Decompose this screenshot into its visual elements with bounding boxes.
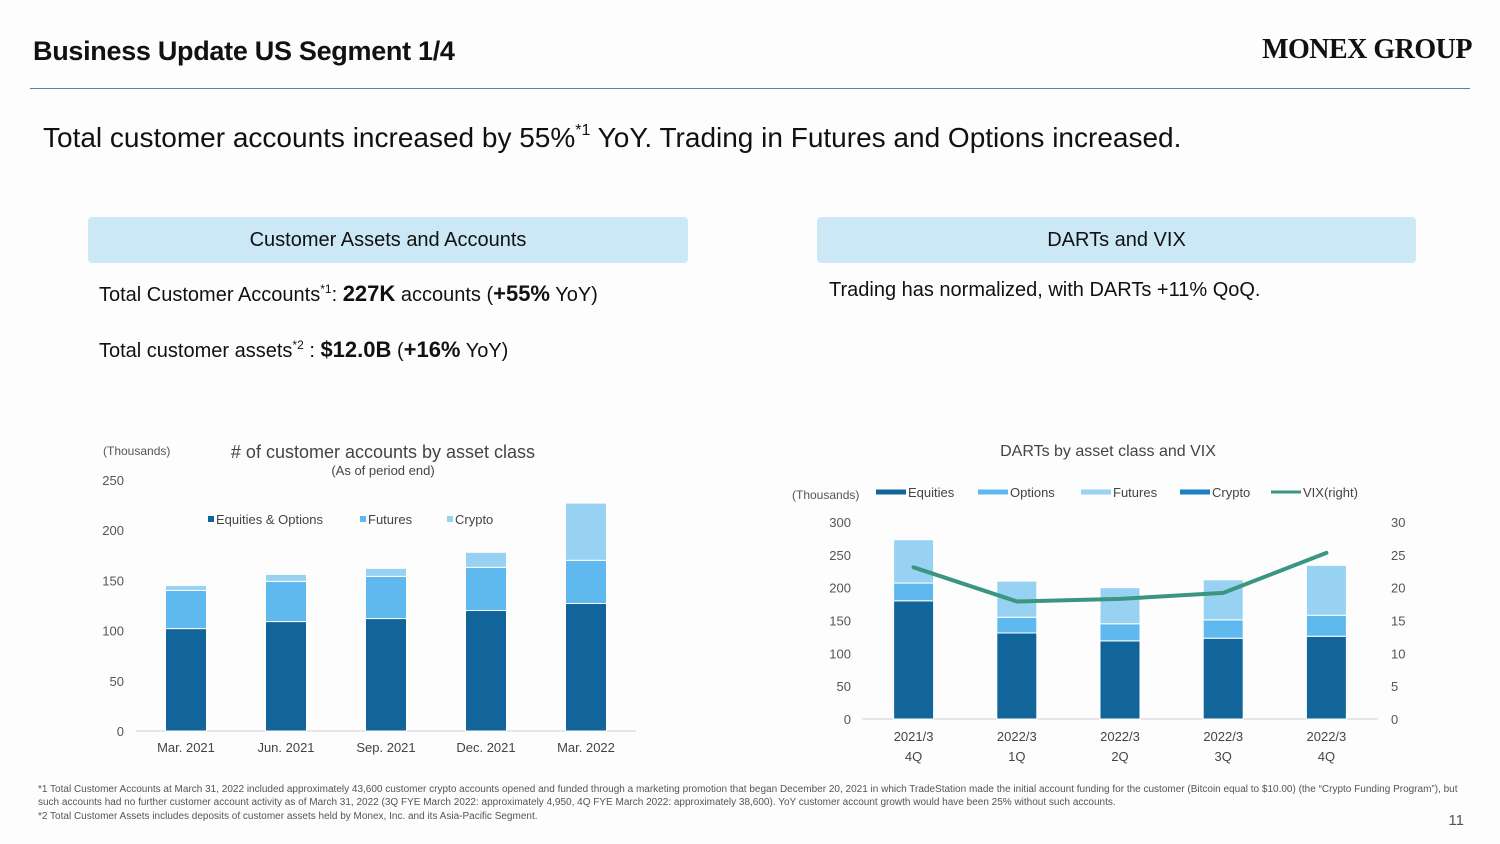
stat-value: $12.0B [320, 337, 392, 362]
bar-segment [165, 628, 207, 732]
separator: : [331, 284, 343, 306]
bar-segment [165, 589, 207, 630]
legend-label: Crypto [455, 512, 493, 527]
stat-change: +55% [493, 281, 550, 306]
stat-label: Total customer assets [99, 340, 293, 362]
y-tick-label: 200 [102, 523, 124, 538]
section-header-darts-vix: DARTs and VIX [817, 217, 1416, 263]
separator: : [303, 340, 321, 362]
stat-label: Total Customer Accounts [99, 284, 321, 306]
bar-segment [365, 567, 407, 577]
bar-segment [465, 551, 507, 568]
x-tick-label: Sep. 2021 [356, 740, 415, 755]
headline: Total customer accounts increased by 55%… [43, 122, 1181, 154]
footnote-ref: *2 [292, 338, 304, 352]
stat-value: 227K [342, 281, 396, 306]
bar-segment [365, 618, 407, 732]
bar-segment [465, 566, 507, 612]
bar-segment [265, 621, 307, 732]
stat-change: +16% [403, 337, 461, 362]
bar-segment [265, 580, 307, 623]
section-header-customer-assets: Customer Assets and Accounts [88, 217, 688, 263]
bar-segment [565, 602, 607, 732]
darts-stat: Trading has normalized, with DARTs +11% … [829, 279, 1261, 301]
header-divider [30, 88, 1470, 89]
company-logo: MONEX GROUP [1262, 34, 1472, 65]
headline-text-tail: YoY. Trading in Futures and Options incr… [590, 122, 1182, 153]
y-tick-label: 250 [102, 473, 124, 488]
legend-swatch [208, 516, 214, 522]
legend-swatch [447, 516, 453, 522]
headline-text: Total customer accounts increased by 55% [43, 122, 576, 153]
legend-label: Equities & Options [216, 512, 323, 527]
legend-label: Futures [368, 512, 413, 527]
bar-segment [265, 573, 307, 582]
bar-segment [565, 502, 607, 561]
stat-text: YoY) [460, 340, 509, 362]
y-tick-label: 0 [117, 724, 124, 739]
bar-segment [165, 584, 207, 591]
stat-text: YoY) [550, 284, 598, 306]
bar-segment [365, 575, 407, 620]
footnote-ref: *1 [575, 122, 591, 139]
page-number: 11 [1448, 812, 1464, 829]
footnote-2: *2 Total Customer Assets includes deposi… [38, 810, 538, 822]
total-assets-stat: Total customer assets*2 : $12.0B (+16% Y… [99, 337, 508, 363]
footnotes: *1 Total Customer Accounts at March 31, … [38, 783, 1458, 823]
bar-segment [565, 559, 607, 604]
y-tick-label: 100 [102, 624, 124, 639]
page-title: Business Update US Segment 1/4 [33, 36, 455, 66]
x-tick-label: Mar. 2021 [157, 740, 215, 755]
legend-swatch [360, 516, 366, 522]
unit-label: (Thousands) [103, 444, 170, 458]
footnote-1: *1 Total Customer Accounts at March 31, … [38, 784, 1458, 809]
total-accounts-stat: Total Customer Accounts*1: 227K accounts… [99, 281, 598, 307]
x-tick-label: Jun. 2021 [257, 740, 314, 755]
chart-title: # of customer accounts by asset class [231, 442, 535, 462]
bar-segment [465, 610, 507, 732]
stat-text: accounts ( [395, 284, 494, 306]
footnote-ref: *1 [320, 282, 332, 296]
stat-text: ( [391, 340, 404, 362]
x-tick-label: Dec. 2021 [456, 740, 515, 755]
y-tick-label: 50 [110, 674, 124, 689]
y-tick-label: 150 [102, 573, 124, 588]
x-tick-label: Mar. 2022 [557, 740, 615, 755]
chart-subtitle: (As of period end) [331, 463, 434, 478]
